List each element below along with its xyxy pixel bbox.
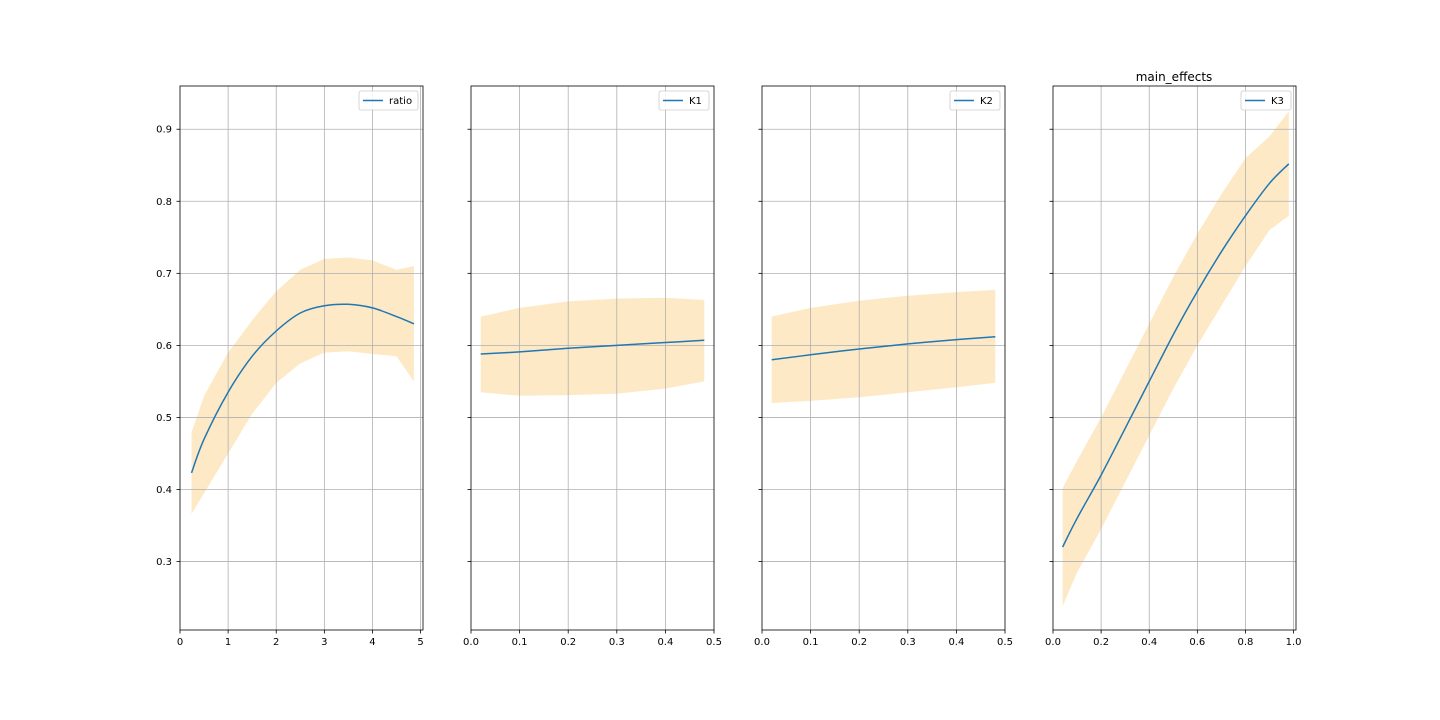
x-tick-label: 0.5: [997, 637, 1013, 648]
x-tick-label: 0: [177, 637, 183, 648]
panel-1: 0 1 2 3 4 5 0.3 0.4 0.5 0.6 0.7 0.8 0.9 ratio: [156, 85, 424, 648]
confidence-band: [1062, 111, 1289, 607]
x-tick-label: 0.5: [706, 637, 722, 648]
y-tick-label: 0.7: [156, 269, 172, 280]
confidence-band: [191, 257, 414, 514]
x-tick-label: 3: [321, 637, 327, 648]
legend-label: K3: [1271, 96, 1284, 107]
x-tick-label: 0.2: [1093, 637, 1109, 648]
series-line: [480, 339, 705, 355]
x-tick-label: 0.4: [657, 637, 673, 648]
x-tick-label: 1.0: [1286, 637, 1302, 648]
legend-box: [358, 90, 419, 111]
axes-frame: [179, 85, 424, 631]
x-tick-label: 2: [273, 637, 279, 648]
legend-box: [658, 90, 710, 111]
legend-box: [1240, 90, 1292, 111]
y-tick-label: 0.4: [156, 485, 172, 496]
axes-frame: [1052, 85, 1297, 631]
x-tick-label: 0.0: [463, 637, 479, 648]
panel-4: 0.0 0.2 0.4 0.6 0.8 1.0 K3: [1045, 85, 1302, 648]
series-line: [1061, 163, 1290, 548]
legend: ratio: [358, 90, 419, 111]
legend: K3: [1240, 90, 1292, 111]
x-tick-label: 0.4: [1141, 637, 1157, 648]
legend-label: ratio: [389, 96, 412, 107]
legend: K1: [658, 90, 710, 111]
x-tick-label: 0.0: [1045, 637, 1061, 648]
x-tick-label: 0.2: [851, 637, 867, 648]
x-tick-label: 0.1: [803, 637, 819, 648]
figure-title: main_effects: [1136, 70, 1213, 84]
legend-label: K1: [689, 96, 702, 107]
y-tick-label: 0.3: [156, 557, 172, 568]
x-tick-label: 0.2: [560, 637, 576, 648]
x-tick-label: 0.3: [900, 637, 916, 648]
y-tick-label: 0.5: [156, 413, 172, 424]
x-tick-label: 0.8: [1238, 637, 1254, 648]
x-tick-label: 1: [225, 637, 231, 648]
x-tick-label: 4: [369, 637, 375, 648]
x-tick-label: 0.6: [1189, 637, 1205, 648]
x-tick-label: 0.1: [512, 637, 528, 648]
x-tick-label: 0.4: [948, 637, 964, 648]
axes-frame: [470, 85, 715, 631]
panel-3: 0.0 0.1 0.2 0.3 0.4 0.5 K2: [754, 85, 1013, 648]
legend-label: K2: [980, 96, 993, 107]
legend-box: [949, 90, 1001, 111]
y-tick-label: 0.8: [156, 197, 172, 208]
legend: K2: [949, 90, 1001, 111]
y-tick-label: 0.6: [156, 341, 172, 352]
axes-frame: [761, 85, 1006, 631]
y-tick-label: 0.9: [156, 125, 172, 136]
panel-2: 0.0 0.1 0.2 0.3 0.4 0.5 K1: [463, 85, 722, 648]
x-tick-label: 5: [417, 637, 423, 648]
x-tick-label: 0.3: [609, 637, 625, 648]
x-tick-label: 0.0: [754, 637, 770, 648]
series-line: [771, 335, 996, 361]
series-line: [190, 303, 415, 474]
